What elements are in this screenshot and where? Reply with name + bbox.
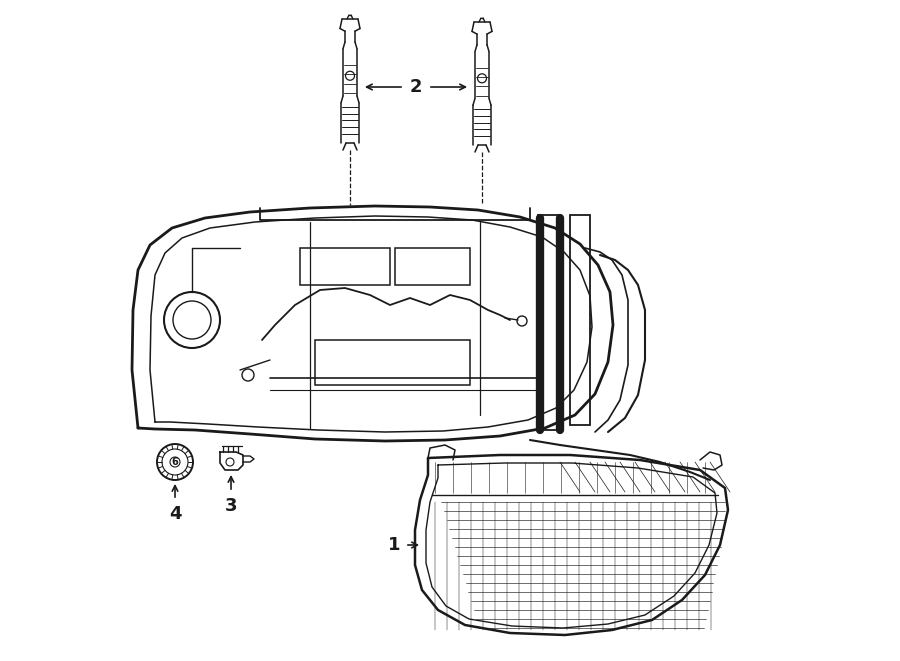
Bar: [315, 340, 470, 385]
Text: 4: 4: [169, 505, 181, 523]
Text: 6: 6: [172, 457, 178, 467]
Circle shape: [162, 449, 188, 475]
Text: 1: 1: [388, 536, 400, 554]
Bar: [395, 248, 470, 285]
Bar: [570, 215, 590, 425]
Text: 3: 3: [225, 497, 238, 515]
Text: 2: 2: [410, 78, 422, 96]
Bar: [300, 248, 390, 285]
Bar: [538, 215, 560, 430]
Circle shape: [157, 444, 193, 480]
